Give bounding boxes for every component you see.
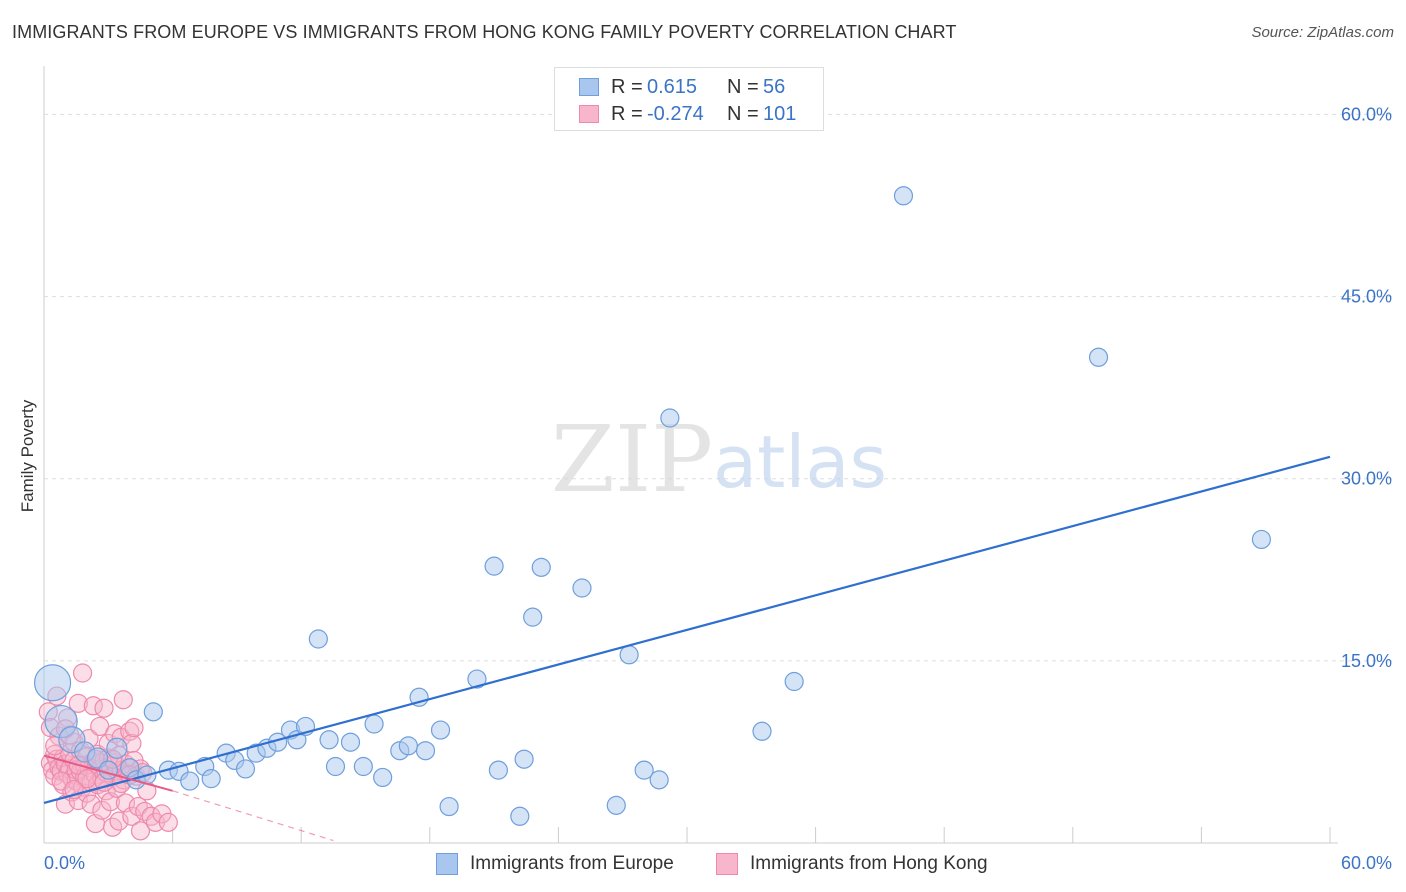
bottom-legend-label-europe: Immigrants from Europe [470,853,674,874]
data-point-europe [235,759,256,779]
trend-line-europe [43,455,1331,804]
data-point-hongkong [109,811,129,831]
source-label: Source: ZipAtlas.com [1251,24,1394,41]
data-point-hongkong [124,718,144,738]
legend-swatch-europe [579,78,599,96]
data-point-hongkong [72,663,93,683]
data-point-europe [1088,347,1109,367]
y-tick-label: 15.0% [1341,651,1392,671]
data-point-europe [514,749,534,769]
data-point-hongkong [55,794,76,814]
data-point-europe [106,737,128,759]
data-point-europe [430,720,451,740]
x-tick-label: 0.0% [44,853,85,873]
legend-r-label: R = [611,75,643,98]
data-point-hongkong [130,821,151,841]
legend-n-label: N = [727,75,759,98]
data-point-europe [606,795,626,815]
data-point-europe [467,669,487,689]
legend-row-hongkong: R = -0.274 N = 101 [579,102,796,126]
legend-swatch-hongkong [579,105,599,123]
data-point-hongkong [158,812,178,832]
y-tick-label: 30.0% [1341,469,1392,489]
data-point-europe [33,664,72,702]
trend-line-hongkong [43,754,173,792]
legend-n-value-europe: 56 [763,75,786,98]
data-point-europe [1251,529,1272,550]
data-point-europe [340,732,361,752]
data-point-europe [180,771,200,791]
data-point-europe [143,702,163,722]
data-point-europe [510,806,530,826]
data-point-hongkong [113,690,133,710]
data-point-europe [98,760,118,780]
legend-row-europe: R = 0.615 N = 56 [579,75,785,99]
y-tick-label: 60.0% [1341,104,1392,124]
data-point-europe [364,714,384,734]
data-point-hongkong [94,698,114,718]
x-tick-label: 60.0% [1341,853,1392,873]
data-point-europe [439,796,459,817]
bottom-legend-swatch-hongkong [716,853,738,875]
trend-line-hongkong-extension [172,790,334,842]
data-point-europe [619,645,639,665]
chart-title: IMMIGRANTS FROM EUROPE VS IMMIGRANTS FRO… [12,22,957,42]
data-point-europe [634,760,654,780]
bottom-legend-hongkong[interactable]: Immigrants from Hong Kong [716,852,988,876]
data-point-europe [484,556,504,576]
data-point-europe [893,186,914,206]
legend-r-value-europe: 0.615 [647,75,698,98]
data-point-europe [660,408,680,428]
data-point-europe [373,767,393,788]
legend-n-label: N = [727,102,759,125]
data-point-europe [319,730,339,750]
data-point-europe [488,760,508,780]
watermark-atlas: atlas [713,420,887,504]
trend-layer [43,455,1331,842]
data-point-hongkong [81,794,101,814]
legend-n-value-hongkong: 101 [763,102,797,125]
data-point-europe [752,721,772,741]
data-point-europe [415,741,436,761]
y-tick-label: 45.0% [1341,287,1392,307]
bottom-legend-swatch-europe [436,853,458,875]
data-point-europe [784,671,804,692]
data-point-europe [398,736,418,756]
legend-r-label: R = [611,102,643,125]
data-point-europe [531,557,551,577]
bottom-legend-europe[interactable]: Immigrants from Europe [436,852,674,876]
data-point-europe [523,607,543,627]
data-point-europe [308,629,328,649]
data-point-hongkong [122,806,142,826]
correlation-legend: R = 0.615 N = 56 R = -0.274 N = 101 [554,67,824,131]
tick-layer: 15.0% 30.0% 45.0% 60.0% 0.0% 60.0% [44,104,1392,873]
europe-points [33,186,1272,826]
data-point-europe [325,756,346,777]
data-point-europe [201,769,221,789]
data-point-hongkong [68,693,88,713]
bottom-legend-label-hongkong: Immigrants from Hong Kong [750,853,988,874]
data-point-europe [572,578,592,598]
watermark-zip: ZIP [551,406,713,513]
data-point-europe [649,770,669,790]
legend-r-value-hongkong: -0.274 [647,102,704,125]
data-point-europe [353,756,373,777]
